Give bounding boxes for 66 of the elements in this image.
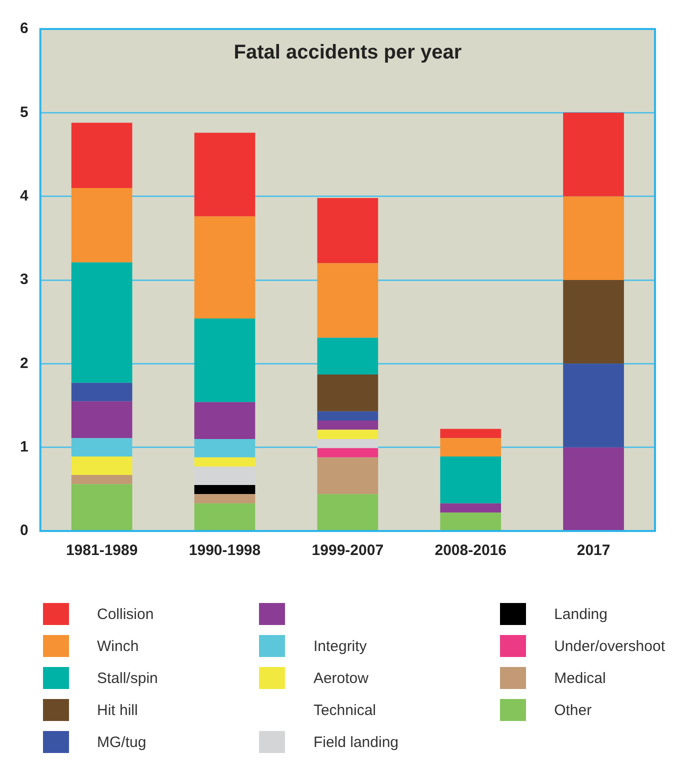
x-tick-label: 2008-2016 [434, 542, 506, 560]
bar [563, 364, 624, 448]
bar [563, 447, 624, 530]
legend-label: Landing [554, 606, 608, 622]
y-tick-label: 1 [20, 438, 28, 456]
bar [317, 374, 378, 412]
bar [194, 132, 256, 216]
legend-label: Other [554, 702, 592, 718]
bar [317, 457, 378, 494]
y-tick-label: 4 [20, 187, 29, 204]
bar [317, 420, 378, 430]
legend-label: Aerotow [313, 670, 368, 686]
bar [71, 122, 132, 188]
bar [317, 494, 378, 530]
bar [71, 484, 132, 530]
bar [563, 112, 624, 196]
bar [71, 262, 132, 383]
bar [71, 401, 132, 438]
x-tick-label: 1990-1998 [188, 542, 261, 560]
bar [317, 438, 378, 448]
legend-label: MG/tug [97, 734, 146, 750]
bar [194, 438, 256, 458]
y-tick-label: 5 [20, 104, 28, 121]
bar [71, 438, 132, 457]
y-tick-label: 2 [20, 354, 28, 372]
bar [317, 411, 378, 421]
bar [317, 430, 378, 439]
legend-label: Winch [97, 638, 139, 654]
bar [317, 338, 378, 375]
bar [563, 280, 624, 364]
bar [440, 503, 502, 513]
x-tick-label: 2017 [576, 542, 610, 560]
bar [71, 474, 132, 484]
legend-label: Collision [97, 606, 154, 622]
bar [194, 457, 256, 467]
bar [194, 318, 256, 402]
x-tick-label: 1999-2007 [312, 542, 384, 560]
bar [71, 382, 132, 402]
bar [194, 466, 256, 485]
bar [317, 263, 378, 338]
y-tick-label: 0 [20, 522, 28, 540]
text: Technical [313, 702, 376, 718]
x-tick-label: 1981-1989 [66, 542, 138, 560]
legend-label: Stall/spin [97, 670, 158, 686]
bar [440, 438, 502, 457]
legend-label: Field landing [313, 734, 399, 750]
bar [440, 428, 502, 438]
y-tick-label: 3 [20, 271, 28, 288]
bar [194, 484, 256, 494]
y-tick-label: 6 [20, 20, 28, 38]
bar [317, 198, 378, 264]
legend-label: Integrity [313, 638, 367, 654]
bar [194, 402, 256, 439]
legend-label: Under/overshoot [554, 638, 665, 654]
legend-label: Hit hill [97, 702, 138, 718]
text: Fatal accidents per year [234, 42, 462, 64]
bar [194, 494, 256, 504]
bar [440, 456, 502, 504]
bar [71, 188, 132, 262]
legend-label: Medical [554, 670, 606, 686]
bar [563, 196, 624, 280]
bar [440, 512, 502, 530]
bar [71, 456, 132, 475]
bar [317, 448, 378, 458]
bar [194, 503, 256, 530]
bar [194, 216, 256, 318]
